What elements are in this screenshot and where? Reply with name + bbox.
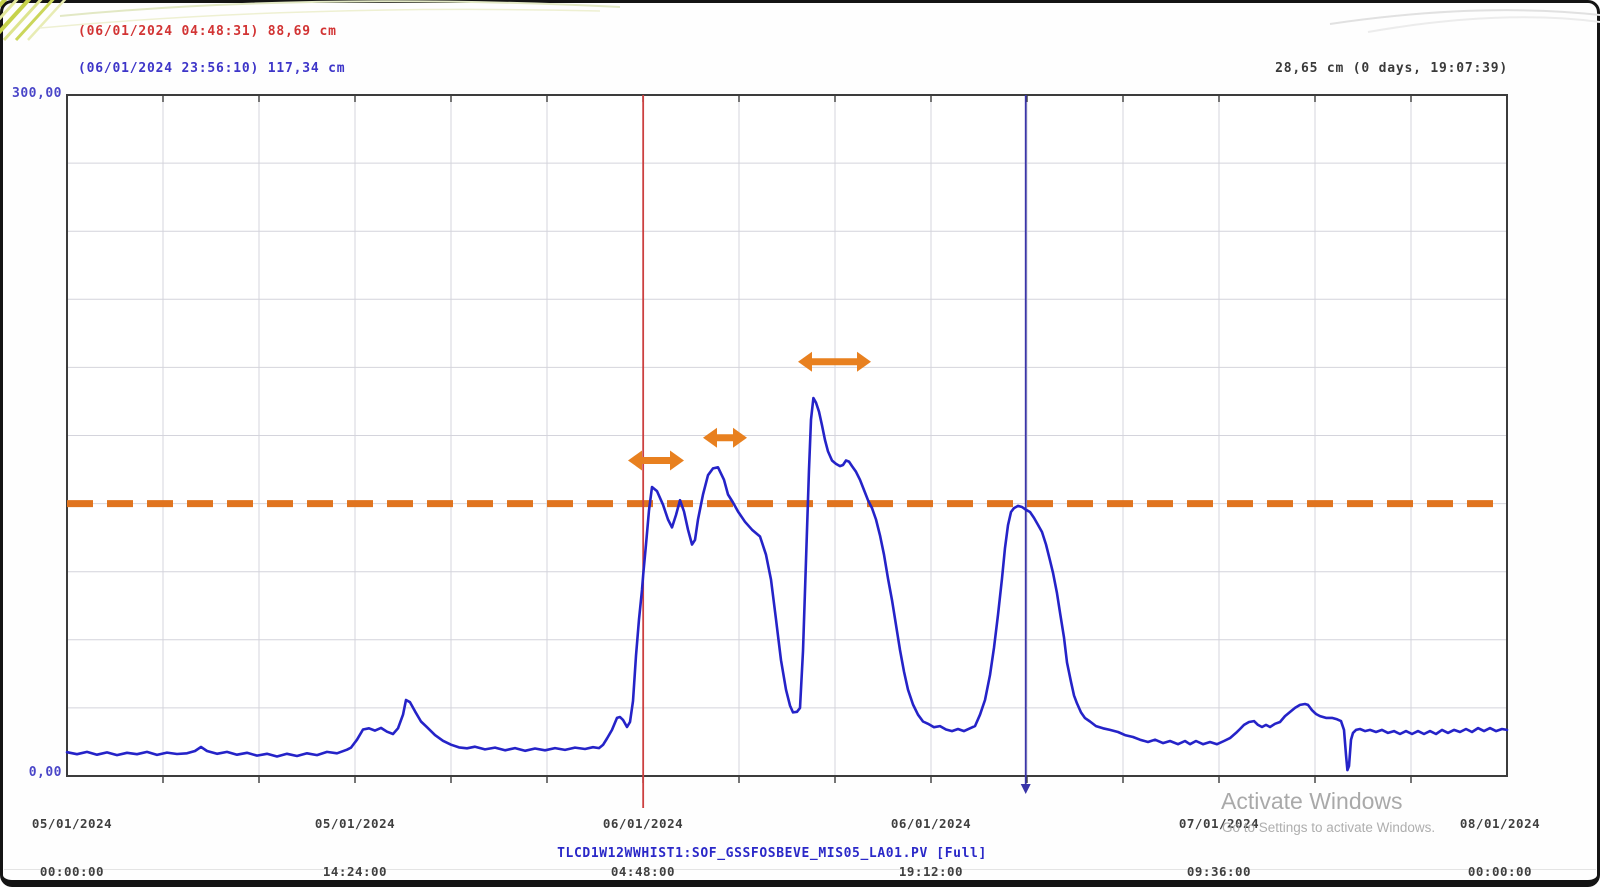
red-cursor-readout: (06/01/2024 04:48:31) 88,69 cm xyxy=(78,24,337,39)
activate-windows-watermark: Activate Windows xyxy=(1221,788,1403,814)
x-axis-tick: 06/01/2024 19:12:00 xyxy=(890,816,972,879)
pen-tag-label[interactable]: TLCD1W12WWHIST1:SOF_GSSFOSBEVE_MIS05_LA0… xyxy=(557,846,987,861)
activate-windows-watermark-subtext: Go to Settings to activate Windows. xyxy=(1222,820,1436,835)
y-axis-min-label: 0,00 xyxy=(28,765,62,780)
bottom-divider xyxy=(4,869,1596,870)
cursor-delta-readout: 28,65 cm (0 days, 19:07:39) xyxy=(1275,61,1508,76)
blue-cursor-arrowhead[interactable] xyxy=(1020,784,1031,794)
range-arrow-left-head xyxy=(628,450,642,471)
y-axis-max-label: 300,00 xyxy=(12,86,62,101)
plot-border xyxy=(66,94,1508,777)
range-arrow-left-head xyxy=(798,351,812,372)
range-arrow-left-head xyxy=(703,427,717,448)
x-axis-tick: 06/01/2024 04:48:00 xyxy=(602,816,684,879)
x-axis-tick: 08/01/2024 00:00:00 xyxy=(1459,816,1541,879)
range-arrow-right-head xyxy=(733,427,747,448)
x-axis-tick: 07/01/2024 09:36:00 xyxy=(1178,816,1260,879)
series-trace xyxy=(65,396,1509,772)
x-axis-tick: 05/01/2024 00:00:00 xyxy=(31,816,113,879)
range-arrow-right-head xyxy=(670,450,684,471)
range-arrow-right-head xyxy=(857,351,871,372)
x-axis-tick: 05/01/2024 14:24:00 xyxy=(314,816,396,879)
blue-cursor-readout: (06/01/2024 23:56:10) 117,34 cm xyxy=(78,61,346,76)
